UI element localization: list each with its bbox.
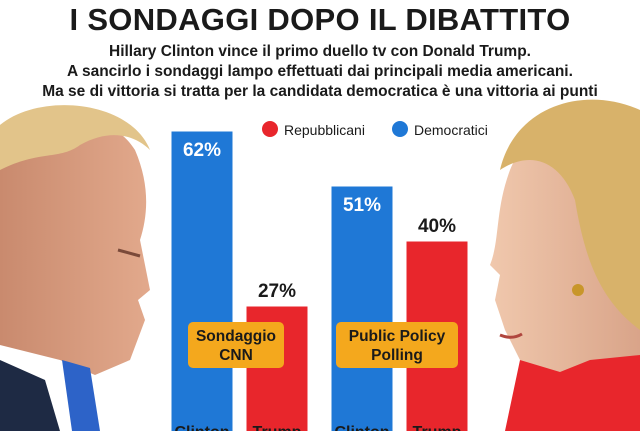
value-label-clinton-cnn: 62%: [183, 140, 221, 161]
bars-layer: 62% Clinton 27% Trump Sondaggio CNN 51% Clinton…: [168, 128, 471, 431]
group-label-ppp-line-2: Polling: [371, 347, 423, 364]
legend-label-democratici: Democratici: [414, 122, 488, 138]
group-label-cnn-line-2: CNN: [219, 347, 253, 364]
page-title: I SONDAGGI DOPO IL DIBATTITO: [69, 2, 571, 37]
value-label-trump-ppp: 40%: [418, 216, 456, 237]
group-label-cnn-line-1: Sondaggio: [196, 328, 276, 345]
chart-legend: Repubblicani Democratici: [262, 121, 488, 138]
group-badge-cnn: [188, 322, 284, 368]
subtitle-line-3: Ma se di vittoria si tratta per la candi…: [42, 83, 598, 100]
legend-swatch-democratici: [392, 121, 408, 137]
group-badge-ppp: [336, 322, 458, 368]
category-label-clinton-ppp: Clinton: [334, 424, 389, 431]
subtitle-line-2: A sancirlo i sondaggi lampo effettuati d…: [67, 63, 573, 80]
bar-clinton-cnn: [168, 128, 236, 431]
value-label-clinton-ppp: 51%: [343, 195, 381, 216]
group-label-ppp-line-1: Public Policy: [349, 328, 446, 345]
category-label-trump-cnn: Trump: [253, 424, 302, 431]
subtitle-line-1: Hillary Clinton vince il primo duello tv…: [109, 43, 531, 60]
legend-swatch-repubblicani: [262, 121, 278, 137]
bar-clinton-ppp: [328, 183, 396, 431]
trump-portrait: [0, 105, 150, 431]
legend-label-repubblicani: Repubblicani: [284, 122, 365, 138]
category-label-clinton-cnn: Clinton: [174, 424, 229, 431]
category-label-trump-ppp: Trump: [413, 424, 462, 431]
value-label-trump-cnn: 27%: [258, 281, 296, 302]
clinton-portrait: [490, 99, 640, 431]
